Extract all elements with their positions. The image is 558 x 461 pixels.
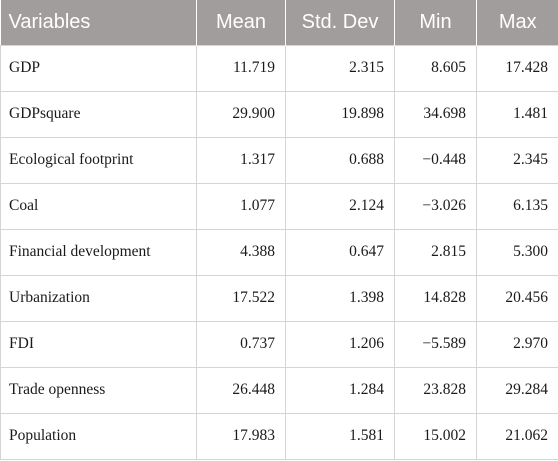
cell-min: 15.002 <box>394 412 477 460</box>
header-std-dev: Std. Dev <box>285 0 395 45</box>
cell-variable: GDP <box>0 44 197 92</box>
cell-min: 34.698 <box>394 90 477 138</box>
cell-variable: GDPsquare <box>0 90 197 138</box>
table-row: Coal 1.077 2.124 −3.026 6.135 <box>0 182 558 230</box>
table-row: GDP 11.719 2.315 8.605 17.428 <box>0 44 558 92</box>
table-row: Financial development 4.388 0.647 2.815 … <box>0 228 558 276</box>
cell-variable: Coal <box>0 182 197 230</box>
cell-max: 29.284 <box>476 366 558 414</box>
cell-std-dev: 19.898 <box>285 90 395 138</box>
header-variables: Variables <box>8 10 91 33</box>
cell-max: 1.481 <box>476 90 558 138</box>
cell-min: 14.828 <box>394 274 477 322</box>
cell-mean: 1.317 <box>196 136 286 184</box>
cell-std-dev: 1.206 <box>285 320 395 368</box>
table-row: FDI 0.737 1.206 −5.589 2.970 <box>0 320 558 368</box>
cell-std-dev: 1.284 <box>285 366 395 414</box>
cell-std-dev: 0.647 <box>285 228 395 276</box>
table-row: Trade openness 26.448 1.284 23.828 29.28… <box>0 366 558 414</box>
table-header: Variables Mean Std. Dev Min Max <box>0 0 558 45</box>
cell-std-dev: 0.688 <box>285 136 395 184</box>
cell-max: 2.970 <box>476 320 558 368</box>
cell-min: −3.026 <box>394 182 477 230</box>
cell-mean: 29.900 <box>196 90 286 138</box>
cell-mean: 11.719 <box>196 44 286 92</box>
cell-variable: Population <box>0 412 197 460</box>
cell-variable: Ecological footprint <box>0 136 197 184</box>
cell-variable: Trade openness <box>0 366 197 414</box>
cell-max: 6.135 <box>476 182 558 230</box>
cell-min: 2.815 <box>394 228 477 276</box>
cell-max: 17.428 <box>476 44 558 92</box>
cell-variable: FDI <box>0 320 197 368</box>
cell-mean: 4.388 <box>196 228 286 276</box>
cell-variable: Financial development <box>0 228 197 276</box>
cell-mean: 1.077 <box>196 182 286 230</box>
header-max: Max <box>476 0 558 45</box>
table-body: GDP 11.719 2.315 8.605 17.428 GDPsquare … <box>0 44 558 460</box>
cell-std-dev: 2.124 <box>285 182 395 230</box>
table-row: Ecological footprint 1.317 0.688 −0.448 … <box>0 136 558 184</box>
table-row: Urbanization 17.522 1.398 14.828 20.456 <box>0 274 558 322</box>
cell-std-dev: 1.398 <box>285 274 395 322</box>
table-row: Population 17.983 1.581 15.002 21.062 <box>0 412 558 460</box>
cell-max: 21.062 <box>476 412 558 460</box>
cell-min: −5.589 <box>394 320 477 368</box>
cell-max: 20.456 <box>476 274 558 322</box>
cell-min: −0.448 <box>394 136 477 184</box>
cell-std-dev: 1.581 <box>285 412 395 460</box>
cell-mean: 0.737 <box>196 320 286 368</box>
cell-std-dev: 2.315 <box>285 44 395 92</box>
cell-max: 5.300 <box>476 228 558 276</box>
cell-min: 8.605 <box>394 44 477 92</box>
header-min: Min <box>394 0 477 45</box>
table-row: GDPsquare 29.900 19.898 34.698 1.481 <box>0 90 558 138</box>
header-mean: Mean <box>196 0 286 45</box>
cell-min: 23.828 <box>394 366 477 414</box>
header-row: Variables Mean Std. Dev Min Max <box>0 0 558 45</box>
cell-max: 2.345 <box>476 136 558 184</box>
cell-mean: 17.522 <box>196 274 286 322</box>
cell-variable: Urbanization <box>0 274 197 322</box>
cell-mean: 17.983 <box>196 412 286 460</box>
cell-mean: 26.448 <box>196 366 286 414</box>
